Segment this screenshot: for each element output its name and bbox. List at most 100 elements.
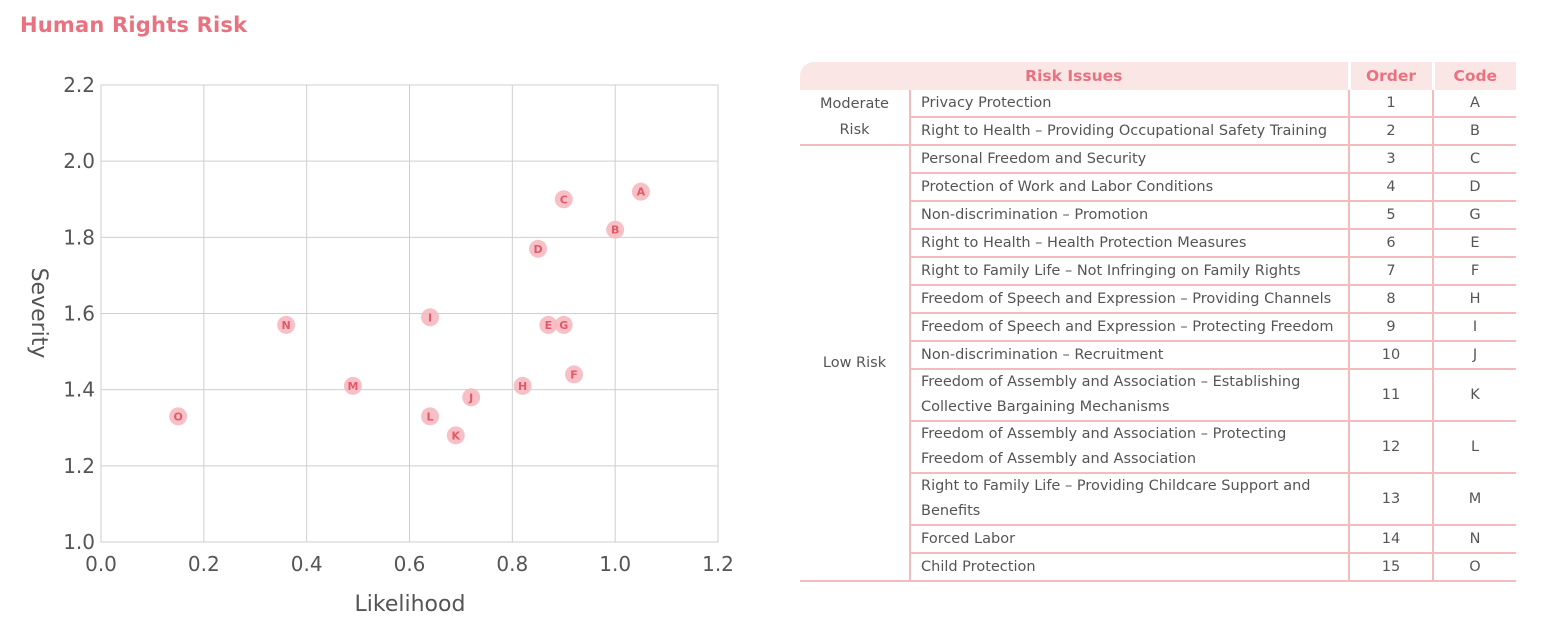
data-point-marker [529,239,548,258]
order-cell: 8 [1349,285,1435,314]
group-low-risk: Low Risk [800,145,910,582]
data-point-label: F [570,368,578,381]
y-tick-label: 1.0 [63,530,95,554]
table-row: Protection of Work and Labor Conditions 4… [800,173,1517,202]
risk-issue-cell: Child Protection [908,553,1351,582]
code-cell: K [1433,369,1517,422]
data-point-n: N [277,315,296,334]
code-cell: O [1433,553,1517,582]
data-point-label: A [637,186,646,199]
data-point-marker [277,315,296,334]
data-point-g: G [554,315,573,334]
data-point-label: I [428,311,432,324]
data-point-label: O [173,410,182,423]
risk-issue-cell: Protection of Work and Labor Conditions [908,173,1351,202]
data-point-c: C [554,190,573,209]
order-cell: 1 [1349,90,1435,118]
data-point-marker [513,376,532,395]
code-cell: G [1433,201,1517,230]
table-row: Child Protection 15 O [800,553,1517,582]
grid-lines [100,84,719,543]
risk-issue-cell: Freedom of Assembly and Association – Pr… [908,421,1351,474]
table-row: Non-discrimination – Recruitment 10 J [800,341,1517,370]
y-tick-label: 1.4 [63,378,95,402]
data-point-marker [554,315,573,334]
data-point-f: F [565,365,584,384]
order-cell: 6 [1349,229,1435,258]
data-point-d: D [529,239,548,258]
code-cell: B [1433,117,1517,146]
x-tick-label: 0.0 [85,552,117,576]
data-point-label: B [611,224,619,237]
data-point-h: H [513,376,532,395]
risk-issue-cell: Freedom of Speech and Expression – Prote… [908,313,1351,342]
data-point-marker [606,220,625,239]
page-title: Human Rights Risk [20,13,248,37]
code-cell: N [1433,525,1517,554]
order-cell: 11 [1349,369,1435,422]
y-tick-label: 1.6 [63,302,95,326]
code-cell: A [1433,90,1517,118]
tick-labels: 0.0 0.2 0.4 0.6 0.8 1.0 1.2 1.0 1.2 1.4 1.6 1.8 2.0 2… [63,73,734,576]
data-point-a: A [631,182,650,201]
data-point-label: D [533,243,542,256]
x-axis-title: Likelihood [355,592,466,617]
data-point-label: L [427,410,434,423]
risk-issues-table: Risk Issues Order Code Moderate Risk Priv… [800,62,1517,582]
x-tick-label: 1.2 [702,552,734,576]
y-tick-label: 1.8 [63,225,95,249]
data-point-marker [554,190,573,209]
data-point-label: E [545,319,553,332]
data-point-marker [343,376,362,395]
data-point-marker [421,308,440,327]
table-header-row: Risk Issues Order Code [800,62,1517,90]
code-cell: I [1433,313,1517,342]
table-row: Right to Family Life – Providing Childca… [800,473,1517,526]
data-points: A C B D I N E G F M H J O L K [169,182,650,445]
data-point-label: M [347,380,358,393]
table-row: Right to Family Life – Not Infringing on… [800,257,1517,286]
data-point-m: M [343,376,362,395]
header-risk-issues: Risk Issues [800,62,1350,90]
data-point-label: H [518,380,527,393]
table-row: Freedom of Speech and Expression – Prote… [800,313,1517,342]
risk-issue-cell: Right to Family Life – Not Infringing on… [908,257,1351,286]
risk-issue-cell: Right to Health – Providing Occupational… [908,117,1351,146]
y-tick-label: 1.2 [63,454,95,478]
order-cell: 12 [1349,421,1435,474]
table-row: Moderate Risk Privacy Protection 1 A [800,90,1517,146]
data-point-l: L [421,407,440,426]
table-row: Freedom of Assembly and Association – Pr… [800,421,1517,474]
data-point-label: N [281,319,290,332]
order-cell: 9 [1349,313,1435,342]
risk-table-body: Moderate Risk Privacy Protection 1 A Right t… [800,90,1517,582]
data-point-marker [421,407,440,426]
x-tick-label: 0.2 [188,552,220,576]
data-point-label: G [559,319,568,332]
code-cell: H [1433,285,1517,314]
order-cell: 13 [1349,473,1435,526]
code-cell: C [1433,145,1517,174]
code-cell: E [1433,229,1517,258]
data-point-marker [565,365,584,384]
risk-issue-cell: Non-discrimination – Promotion [908,201,1351,230]
scatter-chart: 0.0 0.2 0.4 0.6 0.8 1.0 1.2 1.0 1.2 1.4 1.6 1.8 2.0 2… [26,73,734,617]
code-cell: J [1433,341,1517,370]
header-code: Code [1431,62,1517,90]
code-cell: D [1433,173,1517,202]
data-point-o: O [169,407,188,426]
risk-issue-cell: Right to Family Life – Providing Childca… [908,473,1351,526]
risk-issue-cell: Freedom of Speech and Expression – Provi… [908,285,1351,314]
group-moderate-risk: Moderate Risk [800,90,910,146]
data-point-j: J [462,388,481,407]
risk-issue-cell: Forced Labor [908,525,1351,554]
order-cell: 2 [1349,117,1435,146]
data-point-k: K [446,426,465,445]
order-cell: 14 [1349,525,1435,554]
x-tick-label: 0.8 [496,552,528,576]
table-row: Right to Health – Providing Occupational… [800,117,1517,146]
data-point-marker [462,388,481,407]
x-tick-label: 1.0 [599,552,631,576]
data-point-label: K [452,429,461,442]
order-cell: 3 [1349,145,1435,174]
